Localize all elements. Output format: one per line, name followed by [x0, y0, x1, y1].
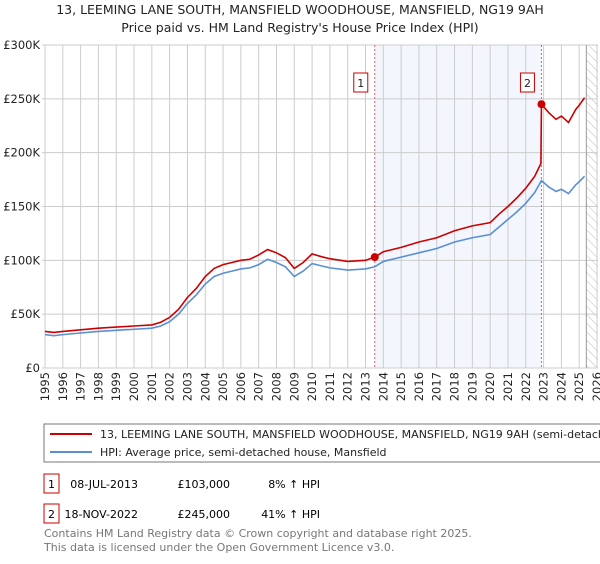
sale-point [537, 100, 546, 109]
footer-line-2: This data is licensed under the Open Gov… [43, 541, 394, 554]
x-tick-label: 2025 [572, 372, 586, 401]
x-tick-label: 2023 [537, 372, 551, 401]
legend-label-hpi: HPI: Average price, semi-detached house,… [100, 446, 387, 459]
x-tick-label: 2012 [341, 372, 355, 401]
y-tick-label: £0 [25, 361, 40, 375]
sale-num: 2 [48, 508, 55, 521]
sale-annotation-label: 1 [357, 77, 364, 90]
sale-price: £103,000 [178, 478, 231, 491]
x-tick-label: 2002 [163, 372, 177, 401]
x-tick-label: 2003 [180, 372, 194, 401]
sale-hpi: 41% ↑ HPI [261, 508, 320, 521]
sale-annotation-box [353, 72, 369, 93]
x-tick-label: 1999 [109, 372, 123, 401]
x-tick-label: 2008 [269, 372, 283, 401]
chart-subtitle: Price paid vs. HM Land Registry's House … [121, 20, 478, 35]
x-tick-label: 2026 [590, 372, 600, 401]
y-tick-label: £200K [3, 146, 40, 160]
sale-num: 1 [48, 478, 55, 491]
sale-annotation-label: 2 [524, 77, 531, 90]
y-tick-label: £150K [3, 200, 40, 214]
x-tick-label: 2010 [305, 372, 319, 401]
y-tick-label: £100K [3, 253, 40, 267]
footer-line-1: Contains HM Land Registry data © Crown c… [44, 527, 472, 540]
sale-date: 18-NOV-2022 [64, 508, 138, 521]
sale-row-1: 1 08-JUL-2013 £103,000 8% ↑ HPI [43, 473, 320, 494]
x-tick-label: 2009 [287, 372, 301, 401]
x-tick-label: 2021 [501, 372, 515, 401]
x-tick-label: 2000 [127, 372, 141, 401]
x-tick-label: 2011 [323, 372, 337, 401]
legend-label-property: 13, LEEMING LANE SOUTH, MANSFIELD WOODHO… [100, 428, 600, 441]
sale-price: £245,000 [178, 508, 231, 521]
x-tick-label: 2014 [376, 372, 390, 401]
x-tick-label: 1998 [91, 372, 105, 401]
x-tick-label: 2022 [519, 372, 533, 401]
x-tick-label: 2007 [252, 372, 266, 401]
x-tick-label: 2018 [448, 372, 462, 401]
x-tick-label: 2004 [198, 372, 212, 401]
hpi-line [44, 175, 586, 337]
x-tick-label: 2006 [234, 372, 248, 401]
property-price-line [44, 97, 586, 334]
chart-title: 13, LEEMING LANE SOUTH, MANSFIELD WOODHO… [56, 2, 544, 17]
x-tick-label: 2016 [412, 372, 426, 401]
x-tick-label: 2020 [483, 372, 497, 401]
y-tick-label: £250K [3, 92, 40, 106]
x-tick-label: 1997 [74, 372, 88, 401]
y-tick-label: £300K [3, 38, 40, 52]
x-tick-label: 2001 [145, 372, 159, 401]
x-tick-label: 2017 [430, 372, 444, 401]
x-tick-label: 1995 [38, 372, 52, 401]
x-tick-label: 2013 [359, 372, 373, 401]
x-tick-label: 2024 [554, 372, 568, 401]
x-tick-label: 2015 [394, 372, 408, 401]
sale-date: 08-JUL-2013 [70, 478, 138, 491]
y-tick-label: £50K [11, 307, 41, 321]
legend-box [43, 423, 600, 463]
x-tick-label: 2005 [216, 372, 230, 401]
sale-annotation-box [519, 72, 535, 93]
sale-point [370, 253, 379, 262]
sale-row-2: 2 18-NOV-2022 £245,000 41% ↑ HPI [43, 503, 320, 524]
sale-hpi: 8% ↑ HPI [268, 478, 320, 491]
x-tick-label: 2019 [465, 372, 479, 401]
x-tick-label: 1996 [56, 372, 70, 401]
